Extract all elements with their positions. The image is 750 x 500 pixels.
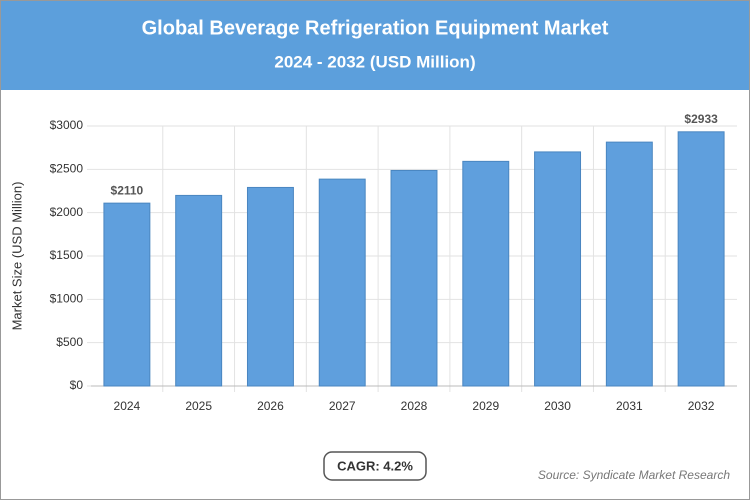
bar xyxy=(605,141,653,387)
value-label: $2933 xyxy=(684,112,718,126)
x-tick-label: 2025 xyxy=(185,399,212,413)
header xyxy=(1,1,749,90)
bar xyxy=(103,202,151,387)
y-axis-label: Market Size (USD Million) xyxy=(9,182,24,331)
y-tick-label: $2000 xyxy=(50,205,84,219)
x-tick-label: 2031 xyxy=(616,399,643,413)
cagr: CAGR: 4.2% xyxy=(337,458,413,473)
bar xyxy=(390,169,438,387)
x-tick-label: 2028 xyxy=(401,399,428,413)
x-tick-label: 2024 xyxy=(114,399,141,413)
y-tick-label: $500 xyxy=(56,335,83,349)
x-tick-label: 2026 xyxy=(257,399,284,413)
x-tick-label: 2029 xyxy=(472,399,499,413)
y-tick-label: $1500 xyxy=(50,248,84,262)
x-tick-label: 2030 xyxy=(544,399,571,413)
source: Source: Syndicate Market Research xyxy=(538,468,730,482)
y-tick-label: $0 xyxy=(70,378,84,392)
y-tick-label: $1000 xyxy=(50,292,84,306)
bar xyxy=(318,178,366,387)
chart-title: Global Beverage Refrigeration Equipment … xyxy=(142,17,609,39)
x-tick-label: 2027 xyxy=(329,399,356,413)
bar xyxy=(534,151,582,387)
y-tick-label: $3000 xyxy=(50,118,84,132)
y-tick-label: $2500 xyxy=(50,162,84,176)
cagr-box xyxy=(323,451,427,481)
bar xyxy=(246,186,294,387)
bar xyxy=(462,160,510,387)
bar xyxy=(677,131,725,387)
chart-subtitle: 2024 - 2032 (USD Million) xyxy=(274,52,475,71)
x-tick-label: 2032 xyxy=(688,399,715,413)
value-label: $2110 xyxy=(111,183,144,197)
bar xyxy=(175,194,223,387)
